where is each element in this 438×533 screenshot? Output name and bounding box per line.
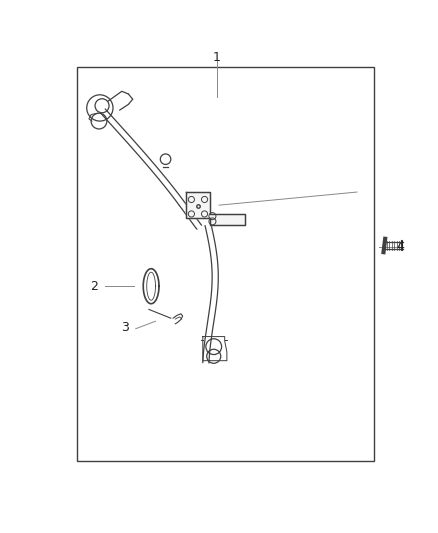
Polygon shape <box>186 192 245 225</box>
Text: 4: 4 <box>397 240 405 253</box>
Text: 1: 1 <box>213 51 221 63</box>
Bar <box>77 67 374 462</box>
Text: 3: 3 <box>121 321 129 334</box>
Text: 2: 2 <box>90 280 98 293</box>
